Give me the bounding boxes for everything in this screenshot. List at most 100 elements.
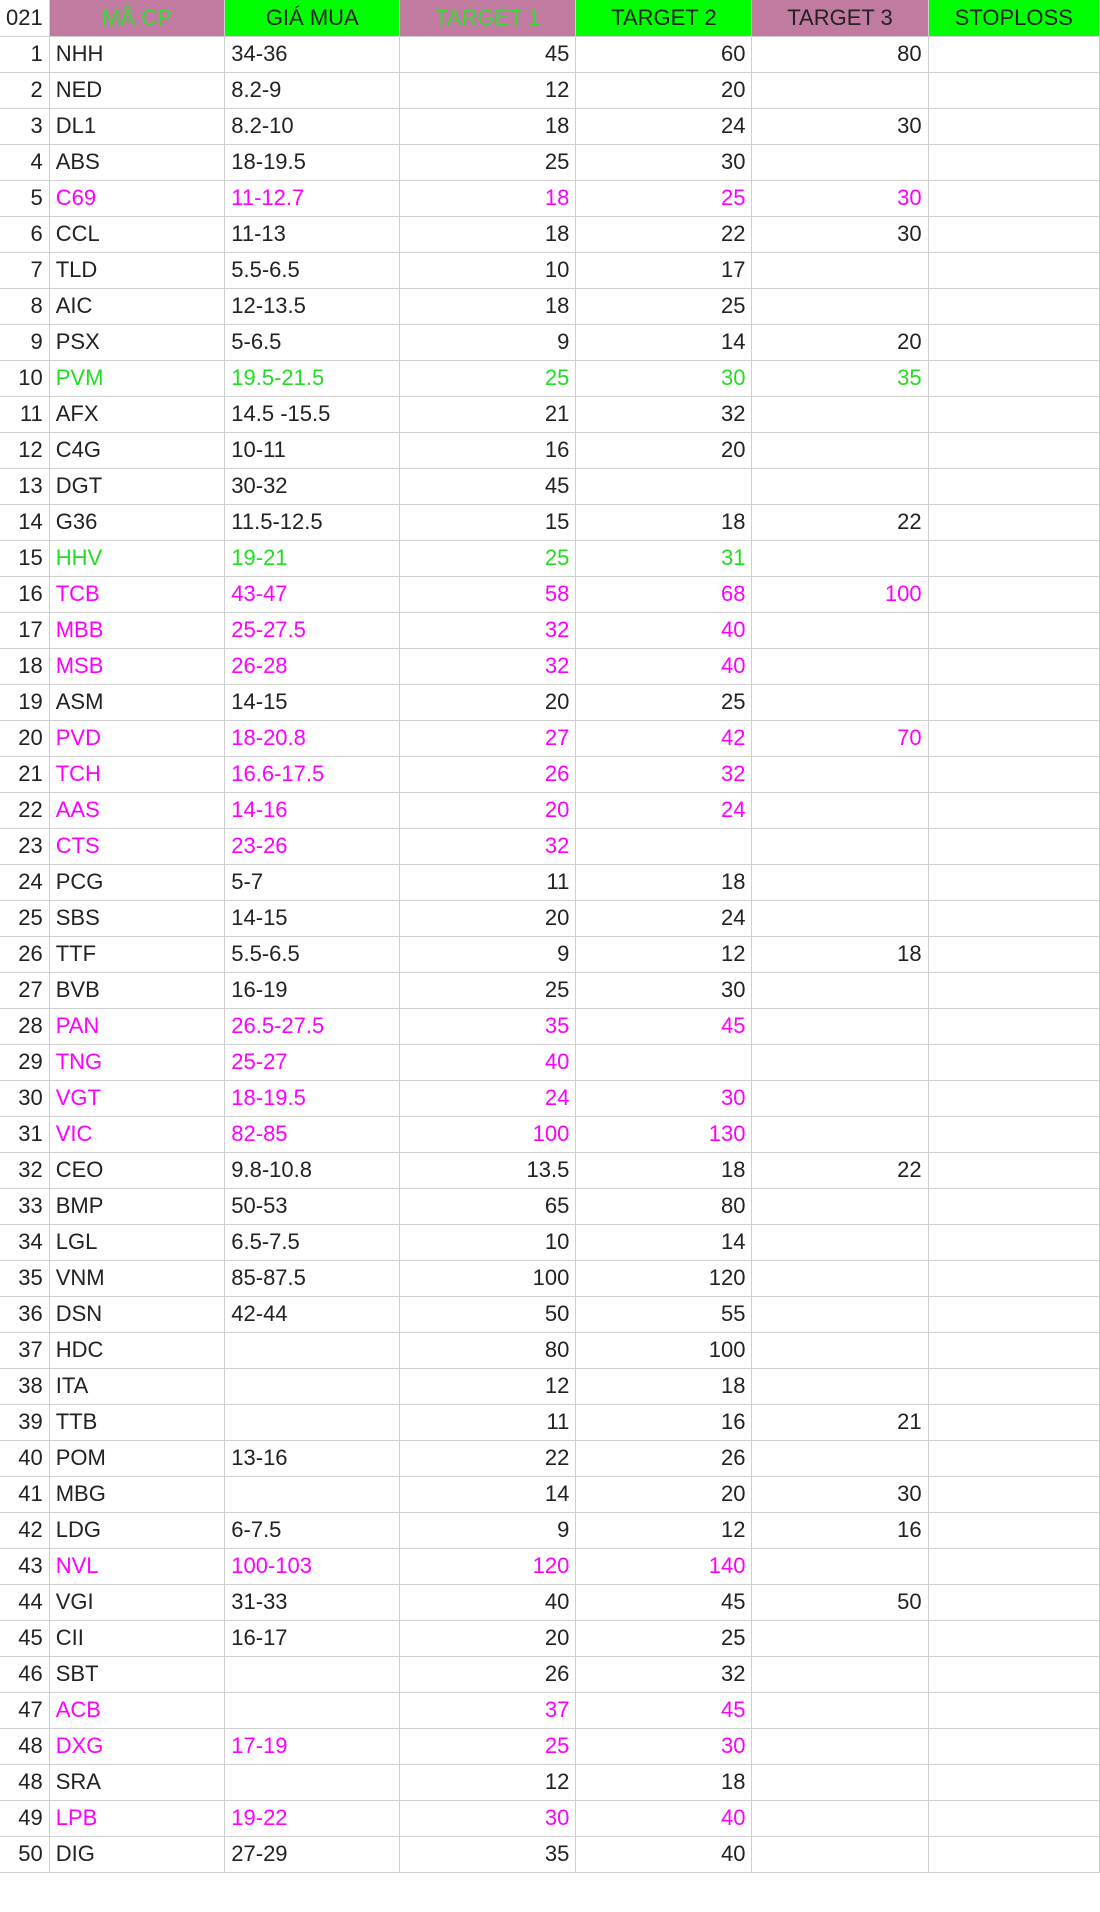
target-1-cell[interactable]: 58	[399, 576, 577, 613]
buy-price-cell[interactable]: 25-27.5	[224, 612, 401, 649]
stock-code-cell[interactable]: DSN	[49, 1296, 226, 1333]
target-1-cell[interactable]: 65	[399, 1188, 577, 1225]
target-2-cell[interactable]: 40	[575, 1800, 753, 1837]
header-stoploss[interactable]: STOPLOSS	[928, 0, 1100, 37]
buy-price-cell[interactable]: 13-16	[224, 1440, 401, 1477]
stoploss-cell[interactable]	[928, 432, 1100, 469]
target-2-cell[interactable]: 140	[575, 1548, 753, 1585]
row-number-cell[interactable]: 16	[0, 576, 50, 613]
stoploss-cell[interactable]	[928, 1764, 1100, 1801]
row-number-cell[interactable]: 50	[0, 1836, 50, 1873]
stoploss-cell[interactable]	[928, 1692, 1100, 1729]
target-2-cell[interactable]: 120	[575, 1260, 753, 1297]
target-2-cell[interactable]: 100	[575, 1332, 753, 1369]
target-3-cell[interactable]: 30	[751, 1476, 929, 1513]
target-2-cell[interactable]: 45	[575, 1692, 753, 1729]
stock-code-cell[interactable]: HHV	[49, 540, 226, 577]
stoploss-cell[interactable]	[928, 468, 1100, 505]
target-1-cell[interactable]: 100	[399, 1260, 577, 1297]
buy-price-cell[interactable]: 31-33	[224, 1584, 401, 1621]
row-number-cell[interactable]: 4	[0, 144, 50, 181]
target-3-cell[interactable]	[751, 1188, 929, 1225]
target-1-cell[interactable]: 35	[399, 1836, 577, 1873]
target-3-cell[interactable]: 20	[751, 324, 929, 361]
stoploss-cell[interactable]	[928, 864, 1100, 901]
target-3-cell[interactable]: 35	[751, 360, 929, 397]
target-3-cell[interactable]	[751, 1440, 929, 1477]
stoploss-cell[interactable]	[928, 1836, 1100, 1873]
row-number-cell[interactable]: 19	[0, 684, 50, 721]
stoploss-cell[interactable]	[928, 1044, 1100, 1081]
stock-code-cell[interactable]: DXG	[49, 1728, 226, 1765]
target-3-cell[interactable]	[751, 396, 929, 433]
buy-price-cell[interactable]: 26.5-27.5	[224, 1008, 401, 1045]
buy-price-cell[interactable]	[224, 1656, 401, 1693]
buy-price-cell[interactable]	[224, 1764, 401, 1801]
target-3-cell[interactable]	[751, 72, 929, 109]
row-number-cell[interactable]: 21	[0, 756, 50, 793]
target-1-cell[interactable]: 20	[399, 684, 577, 721]
buy-price-cell[interactable]: 17-19	[224, 1728, 401, 1765]
target-3-cell[interactable]	[751, 1224, 929, 1261]
row-number-cell[interactable]: 9	[0, 324, 50, 361]
row-number-cell[interactable]: 32	[0, 1152, 50, 1189]
target-1-cell[interactable]: 40	[399, 1044, 577, 1081]
header-target-3[interactable]: TARGET 3	[751, 0, 929, 37]
target-2-cell[interactable]: 30	[575, 972, 753, 1009]
stock-code-cell[interactable]: DGT	[49, 468, 226, 505]
row-number-cell[interactable]: 15	[0, 540, 50, 577]
target-2-cell[interactable]: 17	[575, 252, 753, 289]
stock-code-cell[interactable]: LDG	[49, 1512, 226, 1549]
row-number-cell[interactable]: 43	[0, 1548, 50, 1585]
row-number-cell[interactable]: 3	[0, 108, 50, 145]
buy-price-cell[interactable]: 42-44	[224, 1296, 401, 1333]
target-2-cell[interactable]	[575, 468, 753, 505]
buy-price-cell[interactable]: 19.5-21.5	[224, 360, 401, 397]
stoploss-cell[interactable]	[928, 72, 1100, 109]
stoploss-cell[interactable]	[928, 720, 1100, 757]
stock-code-cell[interactable]: PSX	[49, 324, 226, 361]
stoploss-cell[interactable]	[928, 1116, 1100, 1153]
row-number-cell[interactable]: 36	[0, 1296, 50, 1333]
stock-code-cell[interactable]: ABS	[49, 144, 226, 181]
buy-price-cell[interactable]: 27-29	[224, 1836, 401, 1873]
target-3-cell[interactable]: 18	[751, 936, 929, 973]
buy-price-cell[interactable]	[224, 1692, 401, 1729]
stoploss-cell[interactable]	[928, 1728, 1100, 1765]
target-3-cell[interactable]	[751, 432, 929, 469]
stock-code-cell[interactable]: TNG	[49, 1044, 226, 1081]
target-2-cell[interactable]: 68	[575, 576, 753, 613]
buy-price-cell[interactable]: 18-19.5	[224, 1080, 401, 1117]
stock-code-cell[interactable]: TTB	[49, 1404, 226, 1441]
buy-price-cell[interactable]	[224, 1476, 401, 1513]
target-3-cell[interactable]	[751, 828, 929, 865]
target-1-cell[interactable]: 13.5	[399, 1152, 577, 1189]
target-2-cell[interactable]: 25	[575, 684, 753, 721]
stock-code-cell[interactable]: TCH	[49, 756, 226, 793]
target-1-cell[interactable]: 100	[399, 1116, 577, 1153]
stock-code-cell[interactable]: C4G	[49, 432, 226, 469]
stock-code-cell[interactable]: BVB	[49, 972, 226, 1009]
row-number-cell[interactable]: 30	[0, 1080, 50, 1117]
buy-price-cell[interactable]: 16-17	[224, 1620, 401, 1657]
target-3-cell[interactable]	[751, 756, 929, 793]
stock-code-cell[interactable]: AAS	[49, 792, 226, 829]
buy-price-cell[interactable]: 16.6-17.5	[224, 756, 401, 793]
row-number-cell[interactable]: 13	[0, 468, 50, 505]
target-1-cell[interactable]: 26	[399, 1656, 577, 1693]
target-1-cell[interactable]: 25	[399, 1728, 577, 1765]
target-3-cell[interactable]	[751, 900, 929, 937]
stoploss-cell[interactable]	[928, 900, 1100, 937]
target-1-cell[interactable]: 27	[399, 720, 577, 757]
target-3-cell[interactable]: 80	[751, 36, 929, 73]
target-2-cell[interactable]: 20	[575, 1476, 753, 1513]
target-1-cell[interactable]: 40	[399, 1584, 577, 1621]
stock-code-cell[interactable]: CTS	[49, 828, 226, 865]
target-2-cell[interactable]: 60	[575, 36, 753, 73]
target-2-cell[interactable]: 42	[575, 720, 753, 757]
target-1-cell[interactable]: 32	[399, 648, 577, 685]
row-number-cell[interactable]: 12	[0, 432, 50, 469]
row-number-cell[interactable]: 45	[0, 1620, 50, 1657]
stock-code-cell[interactable]: LGL	[49, 1224, 226, 1261]
stock-code-cell[interactable]: SRA	[49, 1764, 226, 1801]
